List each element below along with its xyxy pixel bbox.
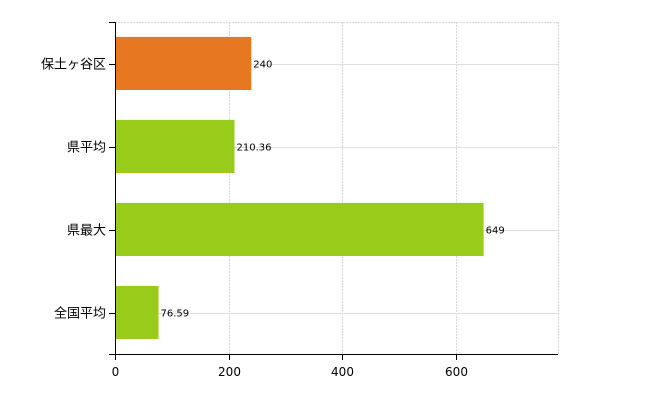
data-label: 76.59 — [161, 309, 190, 320]
data-label: 210.36 — [237, 143, 272, 154]
x-tick-label: 400 — [331, 365, 354, 379]
category-label: 県平均 — [67, 141, 106, 156]
bars — [116, 36, 484, 339]
bar — [116, 36, 252, 90]
category-label: 保土ヶ谷区 — [41, 58, 106, 73]
category-label: 全国平均 — [54, 306, 106, 322]
labels: 240 保土ヶ谷区 210.36 県平均 649 県最大 76.59 全国平均 0 200 400 6… — [41, 58, 505, 380]
data-label: 240 — [253, 60, 272, 71]
axes — [109, 22, 558, 360]
category-label: 県最大 — [67, 224, 106, 239]
data-label: 649 — [486, 226, 505, 237]
grid — [115, 22, 559, 354]
bar — [116, 202, 484, 256]
x-tick-label: 200 — [218, 365, 241, 379]
x-tick-label: 0 — [112, 365, 120, 379]
x-tick-label: 600 — [445, 365, 468, 379]
bar — [116, 285, 159, 339]
bar — [116, 119, 235, 173]
